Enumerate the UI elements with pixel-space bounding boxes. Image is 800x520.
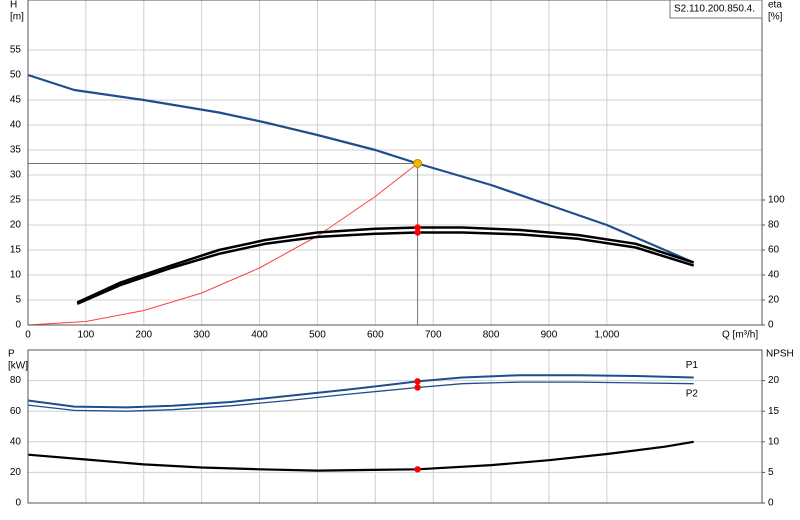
- y-axis-unit: [m]: [10, 12, 24, 23]
- data: [27, 73, 695, 473]
- series-line: [27, 374, 694, 409]
- y-tick-label: 80: [10, 375, 22, 386]
- top-frame: [27, 0, 763, 326]
- y-tick-label: 0: [15, 320, 21, 331]
- x-tick-label: 200: [135, 330, 152, 341]
- x-tick-label: 600: [367, 330, 384, 341]
- bottom-frame: [27, 349, 763, 504]
- y2-tick-label: 100: [768, 195, 785, 206]
- y2-axis-label: eta: [768, 0, 782, 11]
- x-tick-label: 300: [193, 330, 210, 341]
- model-label: S2.110.200.850.4.: [674, 4, 755, 15]
- x-tick-label: 0: [25, 330, 31, 341]
- operating-point: [413, 159, 423, 168]
- y2-tick-label: 5: [768, 467, 774, 478]
- series-label: P2: [686, 388, 699, 399]
- y2-tick-label: 20: [768, 295, 780, 306]
- y2-tick-label: 15: [768, 406, 780, 417]
- y-tick-label: 60: [10, 406, 22, 417]
- model-box: [669, 0, 763, 19]
- y2-tick-label: 0: [768, 498, 774, 509]
- y2-axis-label: NPSH: [766, 349, 794, 360]
- series-line: [76, 231, 695, 305]
- y2-tick-label: 60: [768, 245, 780, 256]
- y-tick-label: 50: [10, 70, 22, 81]
- y-tick-label: 55: [10, 45, 22, 56]
- y-axis-unit: [kW]: [8, 361, 28, 372]
- y-tick-label: 0: [15, 498, 21, 509]
- series-label: P1: [686, 360, 699, 371]
- point: [414, 384, 421, 391]
- point: [414, 229, 421, 236]
- x-tick-label: 1,000: [594, 330, 619, 341]
- x-tick-label: 400: [251, 330, 268, 341]
- y-tick-label: 40: [10, 120, 22, 131]
- y2-axis-unit: [%]: [768, 12, 783, 23]
- y-tick-label: 5: [15, 295, 21, 306]
- y2-tick-label: 40: [768, 270, 780, 281]
- y-tick-label: 10: [10, 270, 22, 281]
- point: [414, 466, 421, 473]
- x-axis-label: Q [m³/h]: [722, 330, 758, 341]
- y-tick-label: 45: [10, 95, 22, 106]
- y-tick-label: 20: [10, 467, 22, 478]
- x-tick-label: 900: [541, 330, 558, 341]
- y2-tick-label: 20: [768, 375, 780, 386]
- series-line: [27, 73, 695, 264]
- y-axis-label: H: [10, 0, 17, 11]
- y2-tick-label: 80: [768, 220, 780, 231]
- y-tick-label: 15: [10, 245, 22, 256]
- series-line: [27, 163, 418, 326]
- y2-tick-label: 0: [768, 320, 774, 331]
- x-tick-label: 700: [425, 330, 442, 341]
- y-tick-label: 40: [10, 436, 22, 447]
- x-tick-label: 500: [309, 330, 326, 341]
- y-axis-label: P: [8, 349, 15, 360]
- point: [414, 224, 421, 231]
- x-tick-label: 800: [483, 330, 500, 341]
- x-tick-label: 100: [78, 330, 95, 341]
- point: [414, 378, 421, 385]
- series-line: [76, 226, 695, 304]
- y-tick-label: 30: [10, 170, 22, 181]
- series-line: [27, 381, 694, 412]
- y-tick-label: 25: [10, 195, 22, 206]
- series-line: [27, 440, 694, 472]
- y-tick-label: 20: [10, 220, 22, 231]
- y-tick-label: 35: [10, 145, 22, 156]
- y2-tick-label: 10: [768, 436, 780, 447]
